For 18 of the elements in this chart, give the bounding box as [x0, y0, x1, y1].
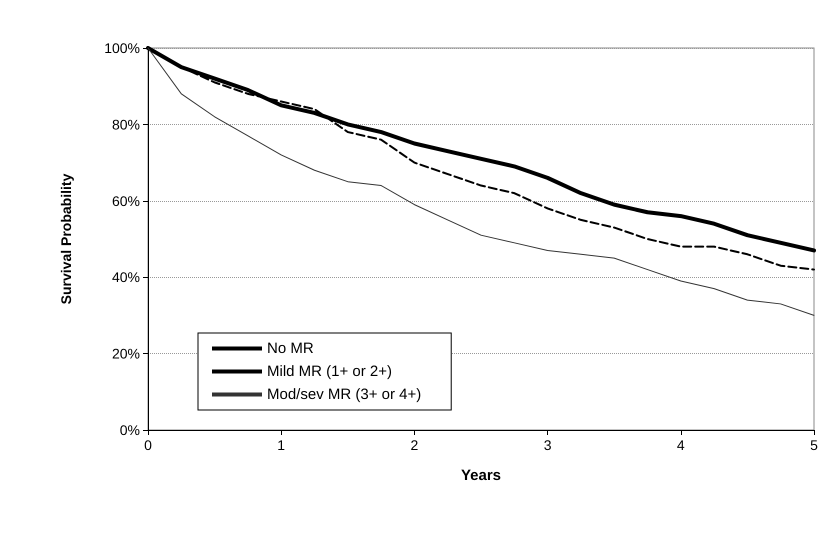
x-tick-label: 0 — [144, 437, 152, 453]
x-tick-label: 4 — [676, 437, 685, 453]
y-tick-label: 100% — [104, 40, 140, 56]
legend-label: Mod/sev MR (3+ or 4+) — [267, 386, 422, 403]
y-tick-label: 60% — [112, 192, 140, 209]
x-tick-label: 5 — [810, 437, 818, 453]
y-tick-label: 0% — [120, 422, 140, 438]
y-axis-title: Survival Probability — [58, 173, 74, 304]
y-tick-label: 20% — [112, 346, 140, 362]
x-tick-label: 2 — [410, 437, 418, 453]
y-tick-label: 40% — [112, 269, 140, 286]
legend-label: Mild MR (1+ or 2+) — [267, 363, 392, 380]
legend-label: No MR — [267, 340, 314, 357]
x-tick-label: 3 — [544, 437, 552, 453]
line-series — [148, 48, 814, 316]
y-tick-label: 80% — [112, 116, 140, 132]
x-axis-title: Years — [460, 467, 502, 484]
x-tick-label: 1 — [277, 437, 286, 453]
